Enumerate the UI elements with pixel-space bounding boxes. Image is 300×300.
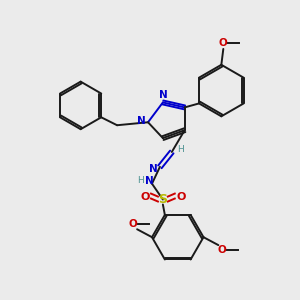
Text: O: O xyxy=(129,219,137,229)
Text: N: N xyxy=(148,164,157,174)
Text: N: N xyxy=(137,116,146,126)
Text: S: S xyxy=(158,193,167,206)
Text: O: O xyxy=(218,245,227,255)
Text: N: N xyxy=(145,176,153,186)
Text: H: H xyxy=(177,145,184,154)
Text: H: H xyxy=(137,176,143,185)
Text: N: N xyxy=(158,89,167,100)
Text: O: O xyxy=(140,192,150,202)
Text: O: O xyxy=(176,192,185,202)
Text: O: O xyxy=(219,38,228,48)
